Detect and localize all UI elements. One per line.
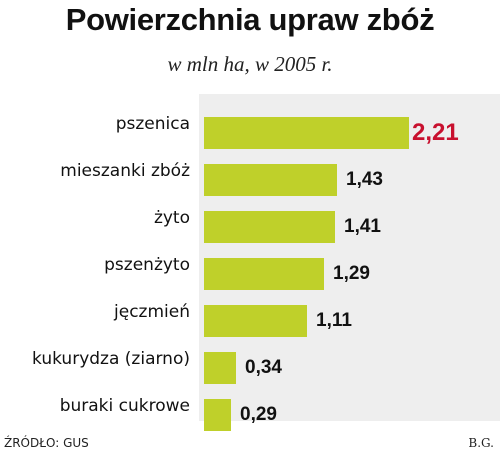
bar <box>204 305 307 337</box>
category-label: kukurydza (ziarno) <box>32 349 190 369</box>
bar <box>204 399 231 431</box>
bar <box>204 258 324 290</box>
value-label: 1,41 <box>344 216 381 237</box>
value-label: 0,34 <box>245 357 282 378</box>
category-label: żyto <box>153 208 190 228</box>
value-label: 1,43 <box>346 169 383 190</box>
bar <box>204 164 337 196</box>
category-label: pszenżyto <box>104 255 190 275</box>
value-label: 1,29 <box>333 263 370 284</box>
author-initials: B.G. <box>468 436 494 450</box>
source-note: ŹRÓDŁO: GUS <box>4 436 89 450</box>
category-label: mieszanki zbóż <box>60 161 190 181</box>
category-label: jęczmień <box>114 302 190 322</box>
bar <box>204 352 236 384</box>
chart-subtitle: w mln ha, w 2005 r. <box>167 52 333 76</box>
value-label: 0,29 <box>240 404 277 425</box>
value-label: 2,21 <box>412 119 459 146</box>
value-label: 1,11 <box>316 310 352 331</box>
category-label: pszenica <box>115 114 190 134</box>
bar <box>204 117 409 149</box>
bar <box>204 211 335 243</box>
chart-title: Powierzchnia upraw zbóż <box>65 2 435 37</box>
category-label: buraki cukrowe <box>59 396 190 416</box>
